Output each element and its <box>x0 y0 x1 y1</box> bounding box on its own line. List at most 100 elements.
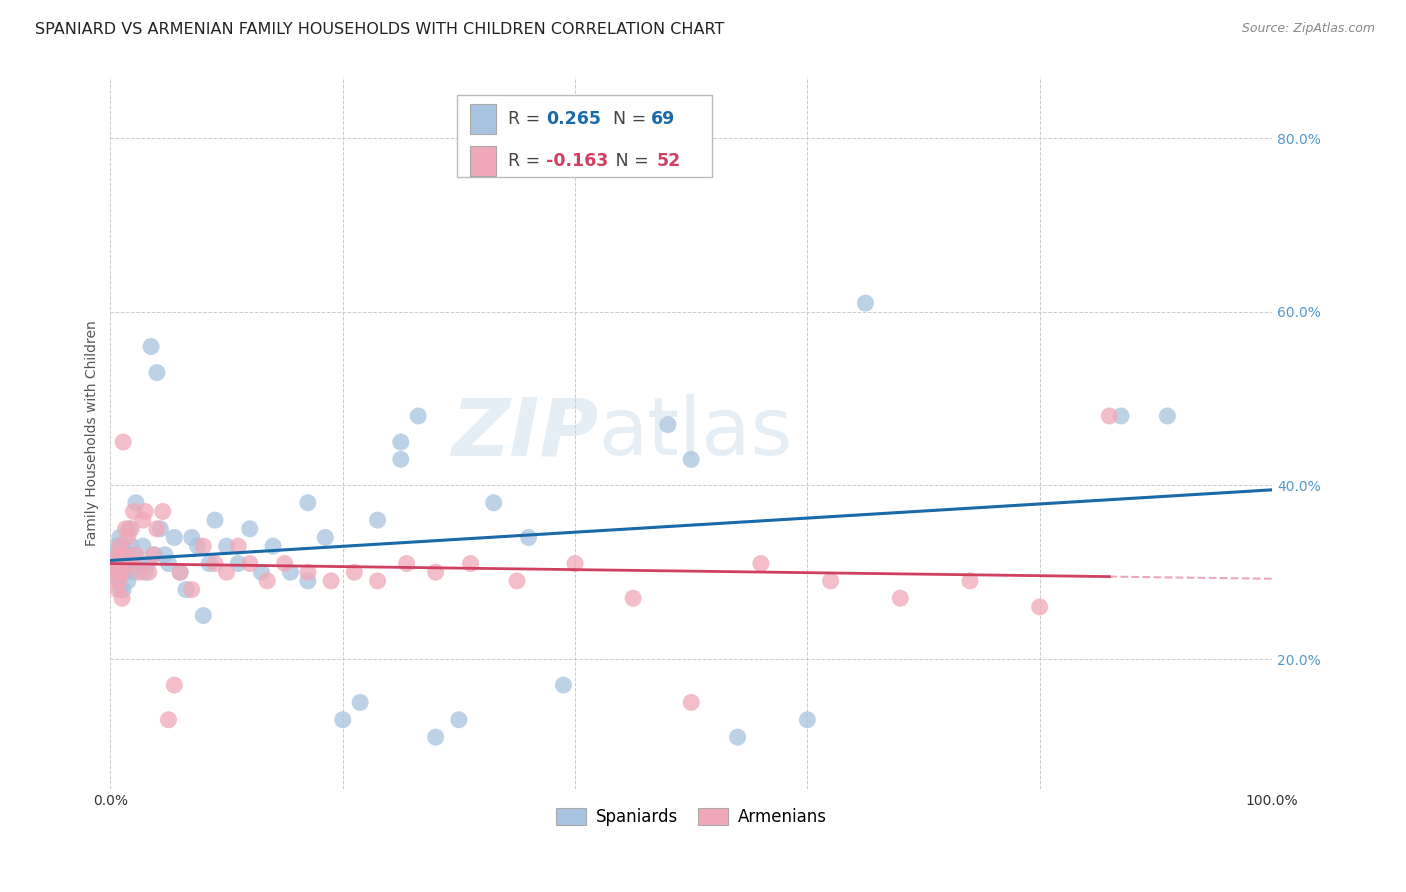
Point <box>193 539 215 553</box>
Point <box>389 452 412 467</box>
Point <box>138 565 160 579</box>
Point <box>280 565 302 579</box>
Text: 0.265: 0.265 <box>546 110 600 128</box>
Point <box>215 565 238 579</box>
Point <box>1156 409 1178 423</box>
Point <box>108 531 131 545</box>
Point <box>134 565 156 579</box>
Point <box>395 557 418 571</box>
Point <box>657 417 679 432</box>
Point <box>146 522 169 536</box>
Point <box>239 557 262 571</box>
Text: ZIP: ZIP <box>451 394 599 473</box>
Point <box>564 557 586 571</box>
Point <box>169 565 191 579</box>
Point <box>517 531 540 545</box>
Text: 69: 69 <box>651 110 675 128</box>
Point <box>105 539 128 553</box>
Point <box>262 539 284 553</box>
Point <box>105 565 128 579</box>
Point <box>107 574 129 588</box>
Point <box>152 504 174 518</box>
Point <box>132 539 155 553</box>
Point <box>1109 409 1132 423</box>
Point <box>332 713 354 727</box>
Point <box>193 608 215 623</box>
Point <box>198 557 221 571</box>
Point <box>114 522 136 536</box>
Point <box>215 539 238 553</box>
Point <box>120 522 142 536</box>
Point <box>1098 409 1121 423</box>
Point <box>134 504 156 518</box>
Point <box>553 678 575 692</box>
Point <box>226 557 249 571</box>
Point <box>163 531 186 545</box>
Point <box>157 713 180 727</box>
Point <box>120 557 142 571</box>
Point <box>104 557 127 571</box>
FancyBboxPatch shape <box>471 145 496 176</box>
Point <box>297 565 319 579</box>
Point <box>297 574 319 588</box>
Point <box>163 678 186 692</box>
Point <box>149 522 172 536</box>
Point <box>112 548 135 562</box>
Point <box>118 522 141 536</box>
Point <box>105 557 128 571</box>
FancyBboxPatch shape <box>457 95 711 178</box>
Point <box>110 582 132 597</box>
Point <box>153 548 176 562</box>
Point <box>125 548 148 562</box>
Text: SPANIARD VS ARMENIAN FAMILY HOUSEHOLDS WITH CHILDREN CORRELATION CHART: SPANIARD VS ARMENIAN FAMILY HOUSEHOLDS W… <box>35 22 724 37</box>
Point <box>122 504 145 518</box>
Point <box>117 574 139 588</box>
FancyBboxPatch shape <box>471 103 496 134</box>
Point <box>169 565 191 579</box>
Point <box>681 695 703 709</box>
Point <box>117 531 139 545</box>
Point <box>319 574 342 588</box>
Point <box>112 548 135 562</box>
Point <box>128 565 150 579</box>
Point <box>115 548 138 562</box>
Point <box>796 713 818 727</box>
Point <box>855 296 877 310</box>
Point <box>180 531 202 545</box>
Point <box>273 557 295 571</box>
Text: 52: 52 <box>657 152 681 169</box>
Point <box>367 513 389 527</box>
Point <box>239 522 262 536</box>
Legend: Spaniards, Armenians: Spaniards, Armenians <box>547 799 835 834</box>
Point <box>128 557 150 571</box>
Point <box>125 496 148 510</box>
Point <box>460 557 482 571</box>
Text: N =: N = <box>602 110 651 128</box>
Point <box>820 574 842 588</box>
Point <box>959 574 981 588</box>
Text: R =: R = <box>508 152 546 169</box>
Point <box>204 557 226 571</box>
Point <box>256 574 278 588</box>
Point <box>121 565 143 579</box>
Point <box>425 730 447 744</box>
Point <box>112 582 135 597</box>
Point <box>139 339 162 353</box>
Point <box>111 539 134 553</box>
Point <box>506 574 529 588</box>
Point <box>250 565 273 579</box>
Point <box>107 548 129 562</box>
Point <box>180 582 202 597</box>
Text: Source: ZipAtlas.com: Source: ZipAtlas.com <box>1241 22 1375 36</box>
Point <box>349 695 371 709</box>
Text: N =: N = <box>610 152 654 169</box>
Point <box>105 565 128 579</box>
Point <box>122 548 145 562</box>
Point <box>108 539 131 553</box>
Point <box>621 591 644 606</box>
Point <box>110 565 132 579</box>
Point <box>108 565 131 579</box>
Point <box>447 713 470 727</box>
Point <box>749 557 772 571</box>
Point <box>120 557 142 571</box>
